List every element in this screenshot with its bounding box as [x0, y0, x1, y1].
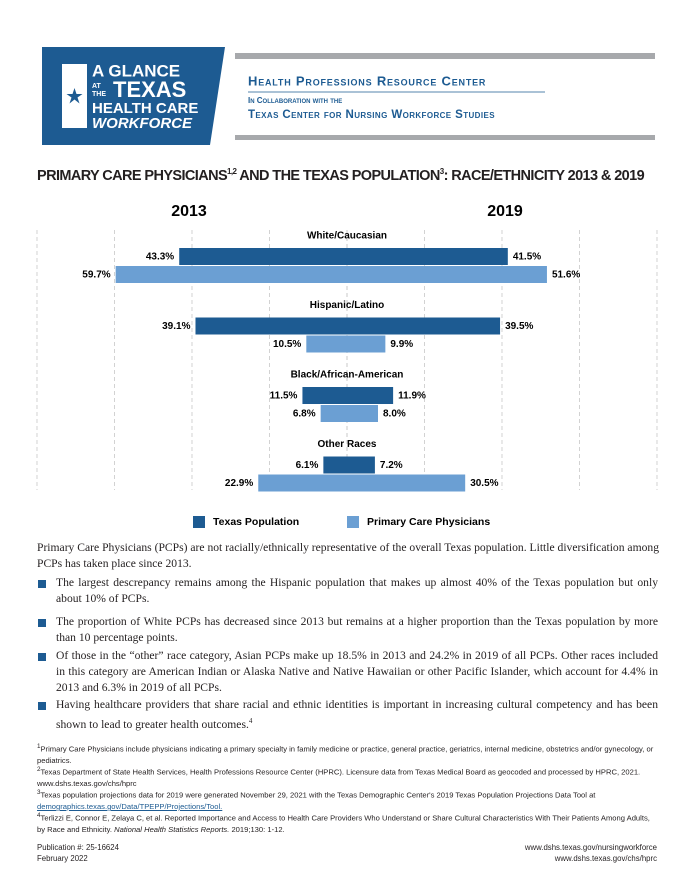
fn-text: Primary Care Physicians include physicia…: [37, 744, 654, 766]
logo-text: HEALTH CARE: [92, 100, 198, 117]
value-label: 22.9%: [225, 478, 253, 489]
logo-text: THE: [92, 91, 106, 98]
title-sup: 1,2: [227, 167, 237, 176]
fn-italic: National Health Statistics Reports.: [114, 825, 230, 835]
footnote: 2Texas Department of State Health Servic…: [37, 764, 659, 790]
value-label: 51.6%: [552, 270, 580, 281]
value-label: 9.9%: [390, 339, 413, 350]
panel-title: 2013: [171, 203, 207, 220]
logo-text: WORKFORCE: [92, 115, 193, 132]
legend-swatch: [193, 516, 205, 528]
collab: In Collaboration with the: [248, 96, 342, 105]
footnote: 3Texas population projections data for 2…: [37, 787, 659, 813]
bar: [347, 317, 501, 335]
url: www.dshs.texas.gov/nursingworkforce: [524, 843, 657, 852]
bullet-text: The proportion of White PCPs has decreas…: [56, 615, 658, 644]
value-label: 11.9%: [398, 391, 426, 402]
date: February 2022: [37, 854, 88, 863]
category-label: White/Caucasian: [307, 231, 387, 242]
bar: [347, 335, 386, 353]
footnote: 1Primary Care Physicians include physici…: [37, 741, 659, 767]
category-label: Other Races: [318, 439, 377, 450]
bar: [347, 248, 508, 265]
bar: [306, 335, 347, 353]
fn-mark: 4: [37, 812, 41, 819]
url: www.dshs.texas.gov/chs/hprc: [554, 854, 657, 863]
value-label: 39.1%: [162, 321, 190, 332]
panel-title: 2019: [487, 203, 523, 220]
bullet: The proportion of White PCPs has decreas…: [38, 614, 658, 646]
legend-label: Texas Population: [213, 516, 299, 528]
bar: [115, 266, 347, 283]
bar: [179, 248, 347, 265]
org-name: Health Professions Resource Center: [248, 73, 486, 88]
title-text: : RACE/ETHNICITY 2013 & 2019: [443, 167, 645, 184]
title-text: PRIMARY CARE PHYSICIANS: [37, 167, 228, 184]
title-sup: 3: [439, 167, 444, 176]
value-label: 7.2%: [380, 460, 403, 471]
bullet: Having healthcare providers that share r…: [38, 697, 658, 733]
fn-text: Texas population projections data for 20…: [40, 790, 596, 800]
value-label: 41.5%: [513, 252, 541, 263]
logo-bg: [42, 47, 225, 145]
bar: [347, 474, 466, 492]
fn-link[interactable]: demographics.texas.gov/Data/TPEPP/Projec…: [37, 802, 223, 812]
logo-text: AT: [92, 83, 102, 90]
value-label: 59.7%: [82, 270, 110, 281]
bar: [347, 387, 394, 404]
bullet-sup: 4: [248, 717, 253, 725]
rule: [235, 53, 655, 59]
chart: 2013 2019 White/Caucasian 43.3% 59.7% 41.5% 51…: [36, 203, 658, 528]
category-label: Hispanic/Latino: [310, 300, 384, 311]
value-label: 8.0%: [383, 409, 406, 420]
bar: [347, 456, 375, 474]
legend-label: Primary Care Physicians: [367, 516, 490, 528]
chart-title: PRIMARY CARE PHYSICIANS1,2 AND THE TEXAS…: [37, 167, 645, 184]
fn-text: Texas Department of State Health Service…: [37, 767, 641, 789]
intro: Primary Care Physicians (PCPs) are not r…: [37, 541, 659, 570]
fn-mark: 2: [37, 766, 41, 773]
category-label: Black/African-American: [291, 370, 404, 381]
bar: [302, 387, 347, 404]
value-label: 6.8%: [293, 409, 316, 420]
bar: [320, 405, 347, 422]
value-label: 10.5%: [273, 339, 301, 350]
footnote: 4Terlizzi E, Connor E, Zelaya C, et al. …: [37, 810, 659, 836]
value-label: 6.1%: [296, 460, 319, 471]
footer-left: Publication #: 25-16624 February 2022: [37, 842, 119, 864]
logo-star: [66, 88, 83, 104]
footer-right: www.dshs.texas.gov/nursingworkforce www.d…: [525, 842, 657, 864]
bullet-text: The largest descrepancy remains among th…: [56, 576, 658, 605]
fn-text: 2019;130: 1-12.: [229, 825, 285, 835]
logo-text: TEXAS: [113, 77, 186, 102]
value-label: 30.5%: [470, 478, 498, 489]
value-label: 39.5%: [505, 321, 533, 332]
fn-mark: 1: [37, 743, 41, 750]
title-text: AND THE TEXAS POPULATION: [236, 167, 440, 184]
bullet: Of those in the “other” race category, A…: [38, 648, 658, 696]
bullet-text: Having healthcare providers that share r…: [56, 698, 658, 731]
header: A GLANCE AT THE TEXAS HEALTH CARE WORKFO…: [42, 47, 655, 145]
value-label: 43.3%: [146, 252, 174, 263]
bullet-text: Of those in the “other” race category, A…: [56, 649, 658, 694]
bullet: The largest descrepancy remains among th…: [38, 575, 658, 607]
bar: [347, 266, 547, 283]
logo-text: A GLANCE: [92, 61, 180, 80]
fn-mark: 3: [37, 789, 41, 796]
bar: [258, 474, 347, 492]
legend-swatch: [347, 516, 359, 528]
rule: [235, 135, 655, 140]
bar: [195, 317, 347, 335]
fn-text: Terlizzi E, Connor E, Zelaya C, et al. R…: [37, 813, 650, 835]
bar: [323, 456, 347, 474]
publication: Publication #: 25-16624: [37, 843, 119, 852]
bar: [347, 405, 378, 422]
partner: Texas Center for Nursing Workforce Studi…: [248, 109, 495, 121]
value-label: 11.5%: [270, 391, 298, 402]
